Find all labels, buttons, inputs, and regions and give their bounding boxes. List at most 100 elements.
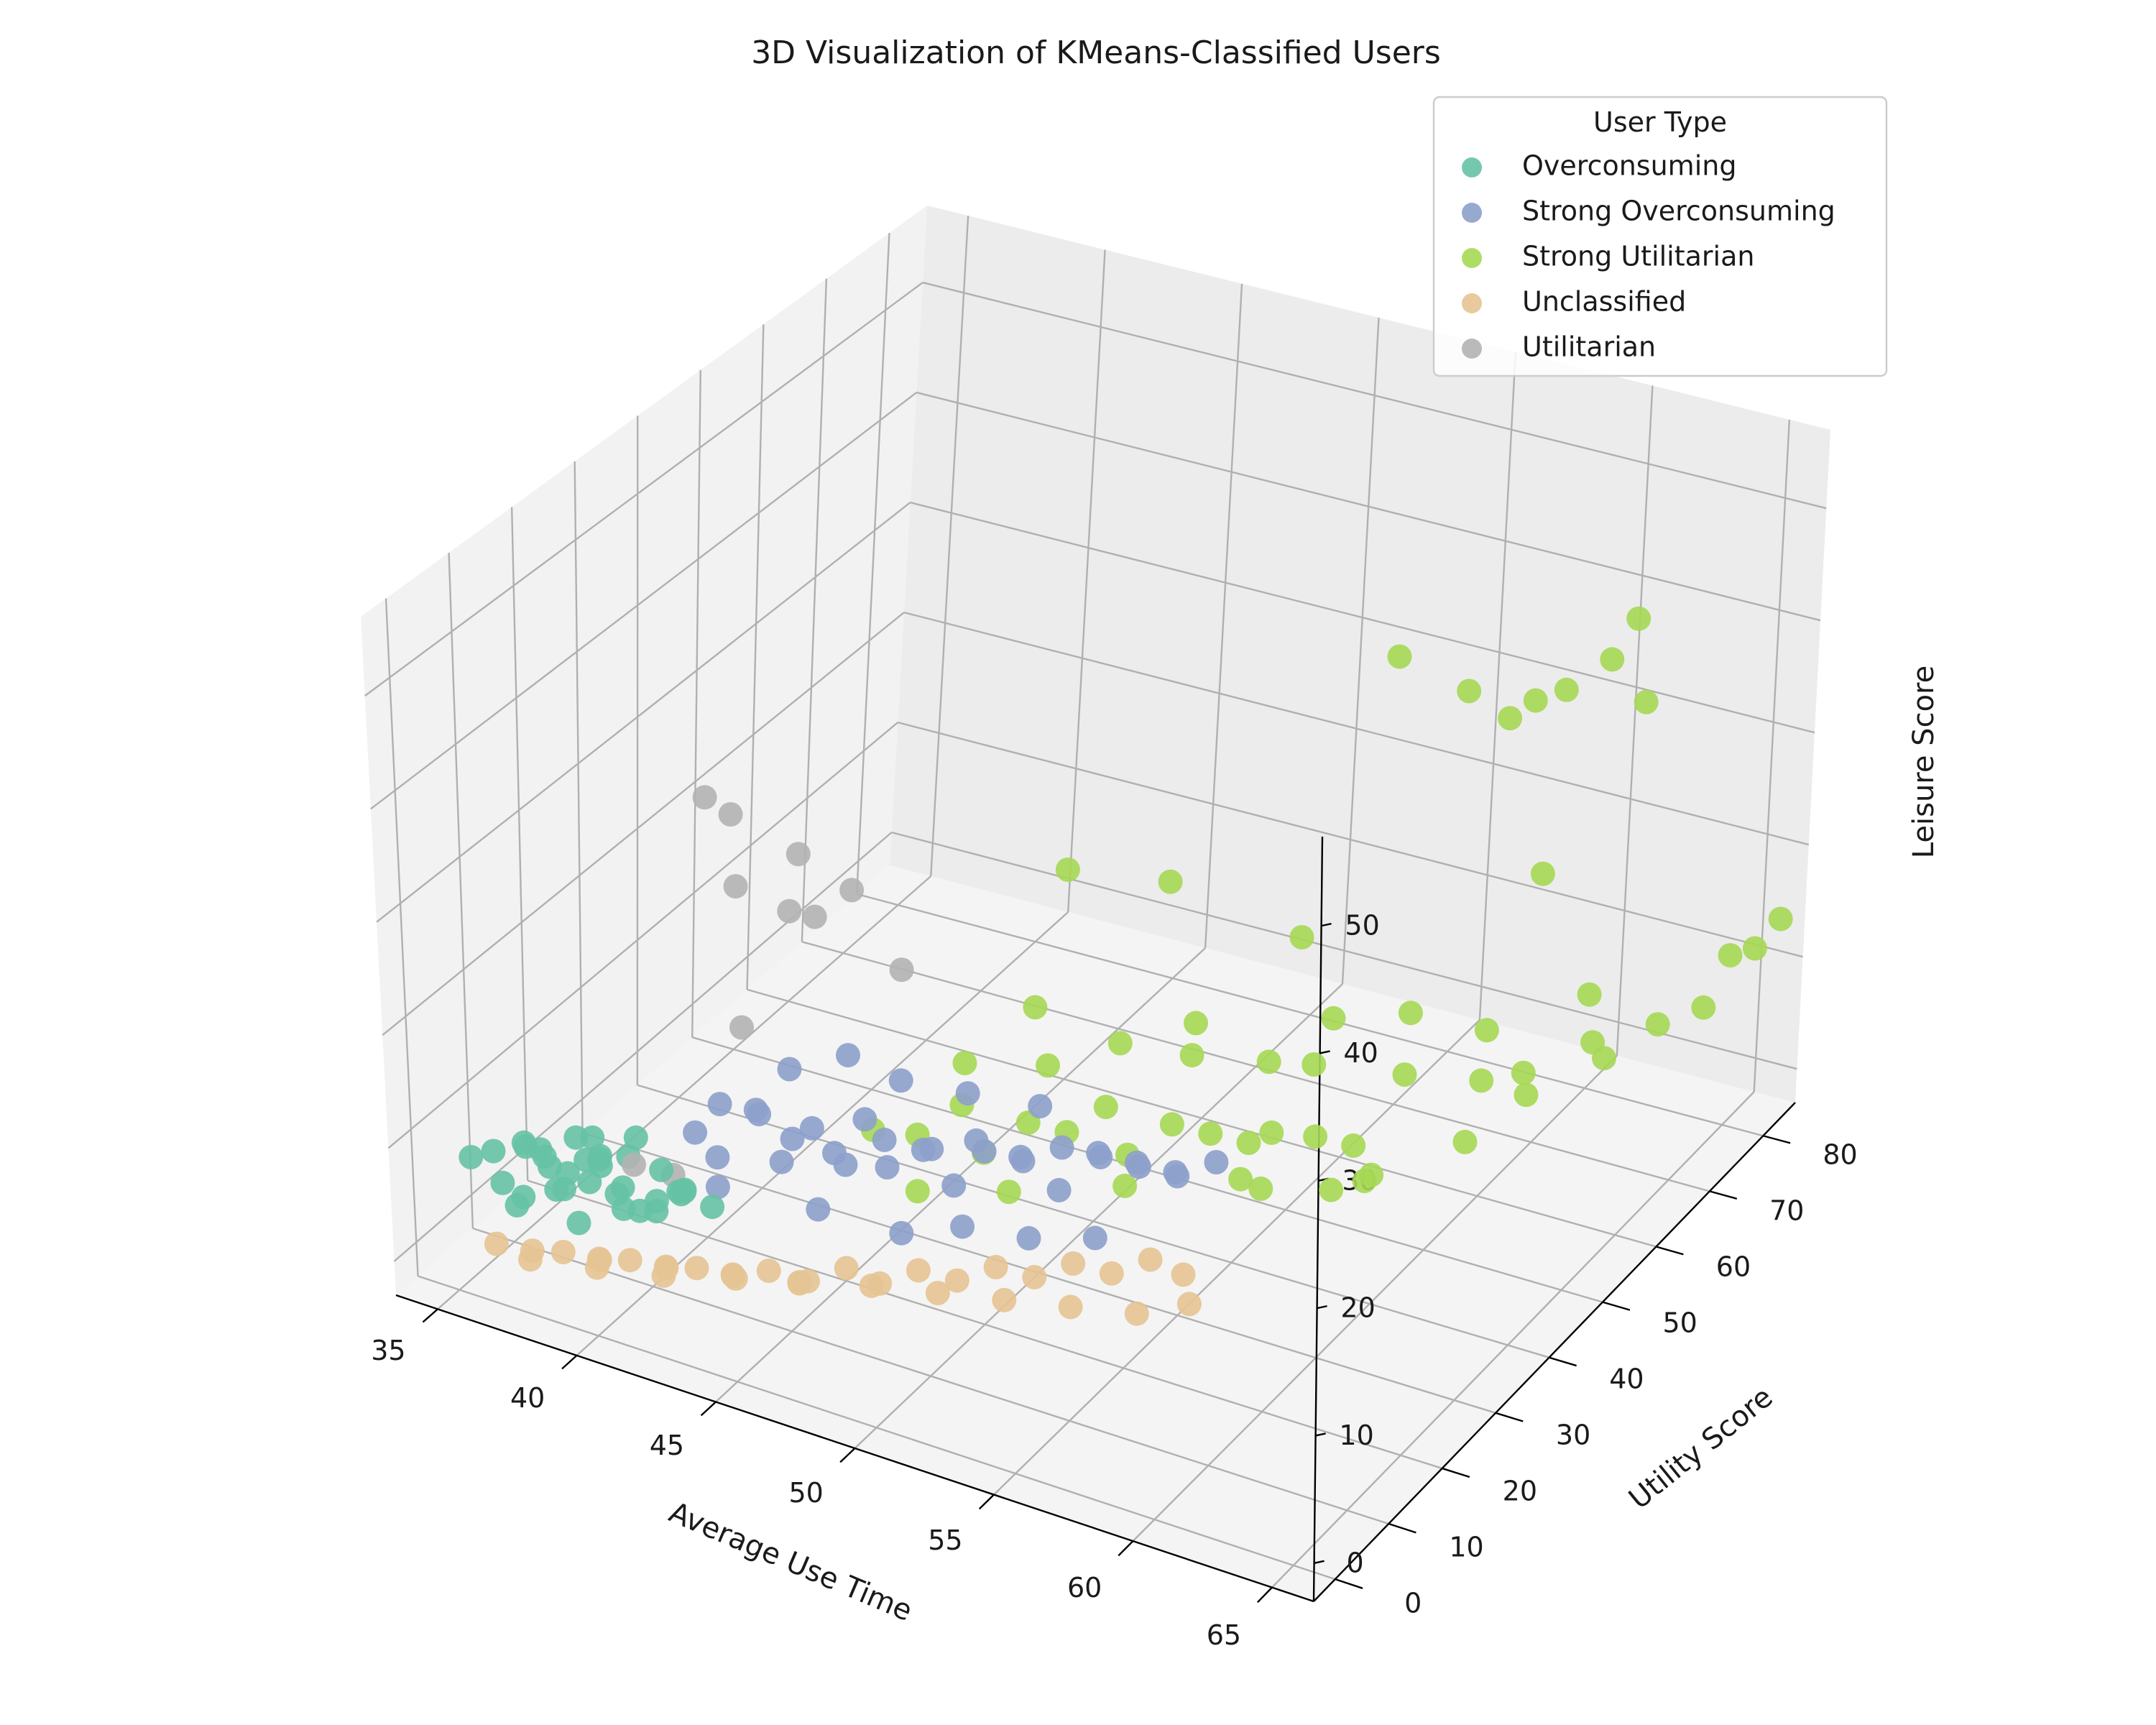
y-gridline (856, 893, 1764, 1137)
y-axis-label: Utility Score (1623, 1381, 1779, 1516)
z-tick-mark (1315, 1432, 1326, 1437)
x-gridline (1067, 249, 1106, 913)
data-point (520, 1238, 545, 1264)
z-axis-line (1312, 836, 1324, 1602)
z-gridline (376, 502, 911, 923)
data-point (718, 802, 743, 827)
data-point (1303, 1124, 1328, 1149)
data-point (1107, 1031, 1133, 1056)
data-point (1289, 925, 1314, 949)
x-tick-label: 45 (650, 1430, 684, 1461)
data-point (952, 1051, 977, 1075)
data-point (1498, 706, 1523, 731)
x-tick-label: 35 (371, 1335, 405, 1366)
x-tick-mark (700, 1401, 717, 1417)
data-point (1341, 1133, 1366, 1158)
data-point (905, 1179, 930, 1204)
data-point (586, 1246, 612, 1271)
legend-entry-label: Overconsuming (1522, 150, 1736, 182)
data-point (1023, 995, 1048, 1020)
data-point (1204, 1150, 1229, 1174)
data-point (1124, 1301, 1149, 1326)
data-point (889, 1220, 914, 1246)
data-point (925, 1281, 950, 1305)
data-point (777, 1057, 802, 1082)
data-point (1718, 943, 1743, 968)
z-gridline (382, 612, 905, 1036)
data-point (888, 1068, 913, 1093)
data-point (1457, 678, 1482, 704)
z-gridline (922, 281, 1827, 510)
data-point (1474, 1018, 1499, 1043)
data-point (777, 898, 802, 924)
data-point (1600, 647, 1625, 672)
z-tick-mark (1321, 922, 1332, 927)
data-point (668, 1182, 694, 1207)
legend-title: User Type (1593, 106, 1727, 138)
z-tick-mark (1319, 1050, 1330, 1054)
x-gridline (1132, 1055, 1618, 1542)
data-point (490, 1170, 515, 1195)
data-point (1645, 1012, 1670, 1037)
x-tick-label: 40 (510, 1382, 545, 1414)
legend-entry-label: Unclassified (1522, 286, 1686, 318)
legend-marker (1462, 157, 1482, 178)
data-point (964, 1128, 989, 1153)
data-point (700, 1195, 725, 1220)
x-tick-mark (1118, 1540, 1134, 1557)
data-point (707, 1092, 732, 1117)
data-point (720, 1262, 745, 1287)
z-gridline (891, 831, 1797, 1070)
data-point (872, 1127, 897, 1152)
y-gridline (801, 941, 1710, 1192)
x-tick-label: 50 (788, 1477, 823, 1509)
z-tick-mark (1314, 1560, 1325, 1564)
y-axis-line (1313, 1102, 1796, 1602)
data-point (1082, 1225, 1107, 1251)
data-point (1159, 1112, 1184, 1137)
data-point (1469, 1068, 1494, 1093)
data-point (1554, 677, 1579, 702)
data-point (505, 1192, 530, 1218)
data-point (1452, 1129, 1478, 1154)
data-point (911, 1137, 936, 1162)
data-point (1742, 936, 1767, 961)
data-point (1171, 1262, 1196, 1287)
y-tick-mark (1442, 1467, 1470, 1478)
data-point (1626, 606, 1651, 631)
data-point (1163, 1160, 1188, 1184)
data-point (1530, 861, 1555, 886)
data-point (604, 1182, 630, 1207)
data-point (1768, 906, 1793, 932)
data-point (769, 1149, 794, 1174)
data-point (692, 785, 717, 810)
data-point (481, 1138, 506, 1164)
data-point (580, 1125, 605, 1150)
z-axis-label: Leisure Score (1907, 666, 1940, 858)
z-tick-label: 20 (1340, 1292, 1375, 1324)
z-tick-label: 40 (1343, 1037, 1378, 1069)
x-tick-mark (422, 1308, 438, 1323)
data-point (705, 1145, 730, 1170)
data-point (1124, 1150, 1149, 1175)
z-gridline (897, 721, 1803, 958)
y-tick-label: 20 (1503, 1475, 1537, 1506)
x-gridline (715, 947, 1206, 1403)
data-point (950, 1214, 975, 1239)
data-point (577, 1169, 602, 1195)
y-gridline (510, 507, 529, 1181)
y-tick-label: 30 (1556, 1419, 1590, 1450)
y-tick-label: 80 (1823, 1138, 1857, 1170)
z-gridline (370, 392, 917, 810)
data-point (889, 957, 914, 983)
y-tick-mark (1388, 1522, 1416, 1534)
x-tick-label: 65 (1207, 1619, 1241, 1651)
y-tick-mark (1602, 1301, 1631, 1311)
data-point (806, 1197, 831, 1222)
y-gridline (418, 1275, 1336, 1581)
data-point (1236, 1131, 1261, 1155)
data-point (1228, 1167, 1253, 1192)
data-point (653, 1254, 678, 1279)
chart-title: 3D Visualization of KMeans-Classified Us… (751, 34, 1441, 71)
data-point (852, 1107, 877, 1132)
